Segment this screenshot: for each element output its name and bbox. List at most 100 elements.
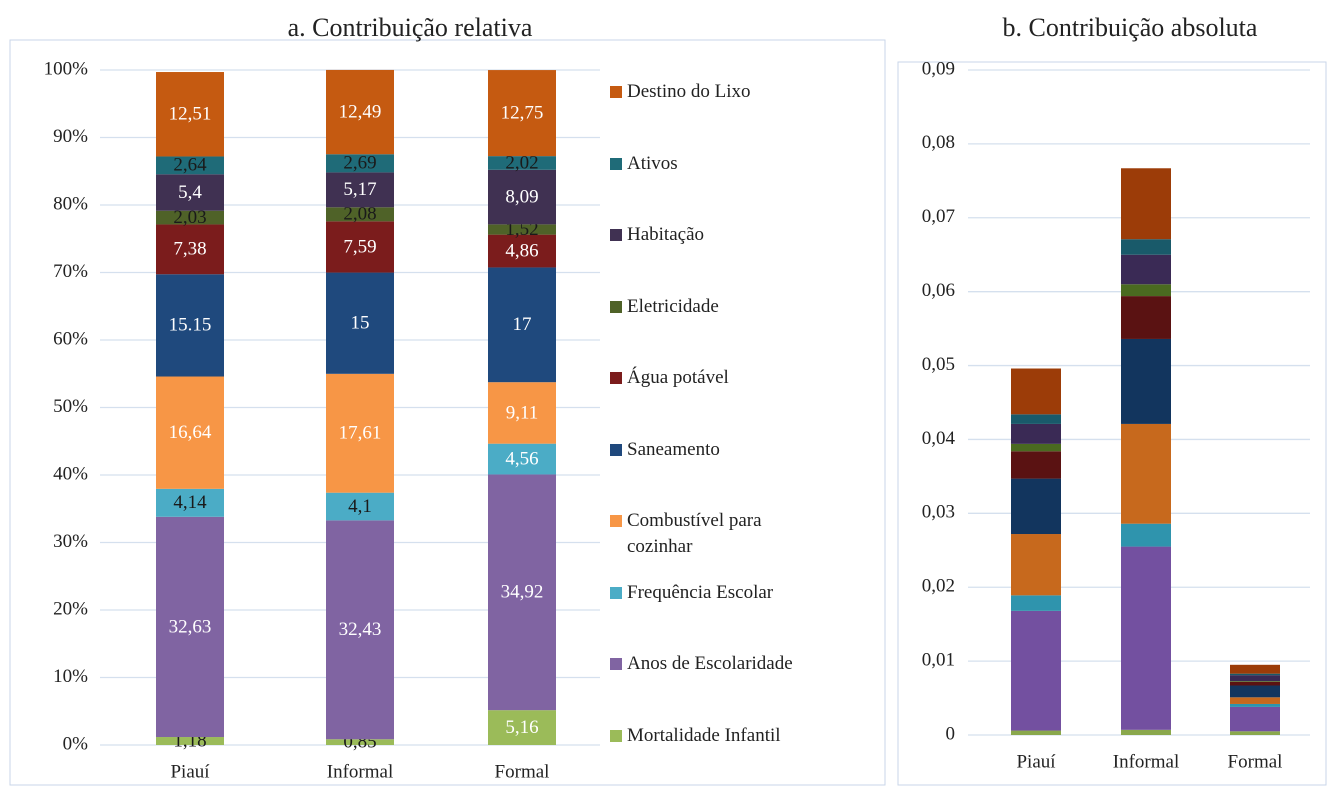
data-label: 5,17 bbox=[343, 179, 376, 200]
y-tick-label: 0,07 bbox=[922, 206, 955, 227]
bar-segment bbox=[156, 224, 224, 275]
bar-segment bbox=[326, 272, 394, 374]
y-tick-label: 20% bbox=[53, 598, 88, 619]
legend-label: Mortalidade Infantil bbox=[627, 724, 781, 746]
bar-segment bbox=[1230, 681, 1280, 682]
legend-label: Eletricidade bbox=[627, 295, 719, 317]
bar-segment bbox=[1230, 731, 1280, 735]
y-tick-label: 0% bbox=[63, 733, 89, 754]
legend-swatch bbox=[610, 729, 622, 742]
bar-segment bbox=[488, 443, 556, 475]
data-label: 17 bbox=[513, 314, 532, 335]
x-tick-label: Informal bbox=[1113, 751, 1179, 772]
data-label: 12,49 bbox=[339, 101, 382, 122]
bar-segment bbox=[488, 710, 556, 745]
y-tick-label: 0,03 bbox=[922, 502, 955, 523]
bar-segment bbox=[488, 156, 556, 170]
legend-swatch bbox=[610, 443, 622, 456]
y-tick-label: 0,05 bbox=[922, 354, 955, 375]
y-tick-label: 100% bbox=[44, 58, 89, 79]
y-tick-label: 90% bbox=[53, 126, 88, 147]
data-label: 2,08 bbox=[343, 204, 376, 225]
bar-segment bbox=[1011, 414, 1061, 424]
data-label: 12,51 bbox=[169, 104, 212, 125]
y-tick-label: 0,08 bbox=[922, 132, 955, 153]
legend-swatch bbox=[610, 372, 622, 384]
bar-segment bbox=[1121, 423, 1171, 524]
legend-label: Saneamento bbox=[627, 438, 720, 460]
bar-segment bbox=[1230, 703, 1280, 707]
data-label: 8,09 bbox=[505, 186, 538, 207]
data-label: 2,69 bbox=[343, 153, 376, 174]
legend-item: Água potável bbox=[610, 365, 850, 391]
legend-swatch bbox=[610, 86, 622, 98]
bar-segment bbox=[156, 737, 224, 745]
data-label: 7,38 bbox=[173, 239, 206, 260]
bar-segment bbox=[488, 70, 556, 157]
y-tick-label: 0,02 bbox=[922, 576, 955, 597]
data-label: 2,64 bbox=[173, 155, 207, 176]
y-tick-label: 10% bbox=[53, 666, 88, 687]
bar-segment bbox=[488, 474, 556, 711]
legend-label: Destino do Lixo bbox=[627, 81, 751, 102]
bar-segment bbox=[326, 207, 394, 222]
data-label: 7,59 bbox=[343, 236, 376, 257]
bar-segment bbox=[156, 156, 224, 175]
y-tick-label: 50% bbox=[53, 396, 88, 417]
bar-segment bbox=[326, 69, 394, 155]
data-label: 34,92 bbox=[501, 582, 544, 603]
panel-border bbox=[9, 39, 886, 786]
bar-segment bbox=[488, 234, 556, 268]
y-tick-label: 30% bbox=[53, 531, 88, 552]
bar-segment bbox=[1230, 664, 1280, 674]
bar-segment bbox=[1121, 729, 1171, 735]
x-tick-label: Piauí bbox=[170, 761, 210, 782]
legend-item: Combustível para cozinhar bbox=[610, 508, 850, 560]
y-tick-label: 40% bbox=[53, 463, 88, 484]
y-tick-label: 60% bbox=[53, 328, 88, 349]
legend-item: Anos de Escolaridade bbox=[610, 651, 850, 677]
bar-segment bbox=[1121, 254, 1171, 285]
data-label: 5,4 bbox=[178, 182, 202, 203]
legend-item: Saneamento bbox=[610, 437, 850, 463]
bar-segment bbox=[1230, 675, 1280, 682]
bar-segment bbox=[156, 516, 224, 738]
data-label: 4,14 bbox=[173, 492, 207, 513]
x-tick-label: Formal bbox=[1228, 751, 1283, 772]
legend-item: Ativos bbox=[610, 151, 850, 177]
bar-segment bbox=[326, 172, 394, 208]
bar-segment bbox=[1121, 284, 1171, 297]
bar-segment bbox=[1230, 697, 1280, 704]
y-tick-label: 0 bbox=[946, 723, 956, 744]
legend-swatch bbox=[610, 300, 622, 313]
legend-item: Eletricidade bbox=[610, 294, 850, 320]
data-label: 15.15 bbox=[169, 315, 212, 336]
legend-swatch bbox=[610, 157, 622, 170]
bar-segment bbox=[1121, 296, 1171, 339]
bar-segment bbox=[1121, 168, 1171, 240]
legend-label: Ativos bbox=[627, 152, 678, 174]
bar-segment bbox=[1011, 423, 1061, 444]
bar-segment bbox=[1011, 595, 1061, 611]
data-label: 4,86 bbox=[505, 240, 538, 261]
data-label: 12,75 bbox=[501, 102, 544, 123]
data-label: 5,16 bbox=[505, 717, 538, 738]
bar-segment bbox=[156, 488, 224, 517]
data-label: 16,64 bbox=[169, 422, 212, 443]
bar-segment bbox=[1121, 239, 1171, 255]
data-label: 2,02 bbox=[505, 152, 538, 173]
bar-segment bbox=[156, 72, 224, 157]
bar-segment bbox=[326, 492, 394, 521]
legend-label: Frequência Escolar bbox=[627, 581, 774, 603]
data-label: 4,1 bbox=[348, 496, 372, 517]
data-label: 17,61 bbox=[339, 423, 382, 444]
bar-segment bbox=[1011, 443, 1061, 452]
data-label: 32,63 bbox=[169, 616, 212, 637]
bar-segment bbox=[326, 520, 394, 740]
bar-segment bbox=[326, 221, 394, 273]
bar-segment bbox=[1011, 368, 1061, 415]
bar-segment bbox=[1230, 706, 1280, 732]
y-tick-label: 0,01 bbox=[922, 649, 955, 670]
legend-label: Combustível para cozinhar bbox=[627, 510, 762, 557]
